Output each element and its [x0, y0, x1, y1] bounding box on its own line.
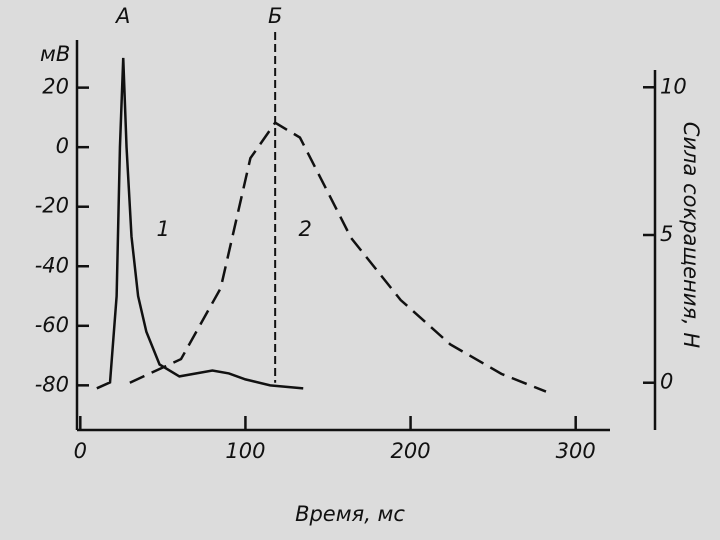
y-axis-label: мВ	[40, 42, 70, 66]
y2-tick-label: 10	[660, 74, 687, 98]
y-tick-label: 0	[56, 134, 69, 158]
y-tick-label: -20	[35, 194, 69, 218]
y-tick-label: 20	[42, 75, 69, 99]
series-line	[96, 57, 304, 390]
series-line	[129, 121, 547, 393]
series-label: 2	[298, 217, 311, 241]
y2-tick-label: 0	[660, 370, 673, 394]
x-tick-label: 200	[391, 439, 431, 463]
x-tick-label: 0	[74, 439, 87, 463]
x-axis-label: Время, мс	[295, 502, 405, 526]
y-tick-label: -40	[35, 253, 69, 277]
y-tick-label: -80	[35, 372, 69, 396]
marker-label: Б	[268, 4, 282, 28]
y2-axis-label: Сила сокращения, Н	[679, 122, 703, 349]
y2-tick-label: 5	[660, 222, 673, 246]
series-label: 1	[157, 217, 170, 241]
marker-label: А	[114, 4, 130, 28]
y-tick-label: -60	[35, 313, 69, 337]
x-tick-label: 300	[556, 439, 596, 463]
x-tick-label: 100	[225, 439, 265, 463]
